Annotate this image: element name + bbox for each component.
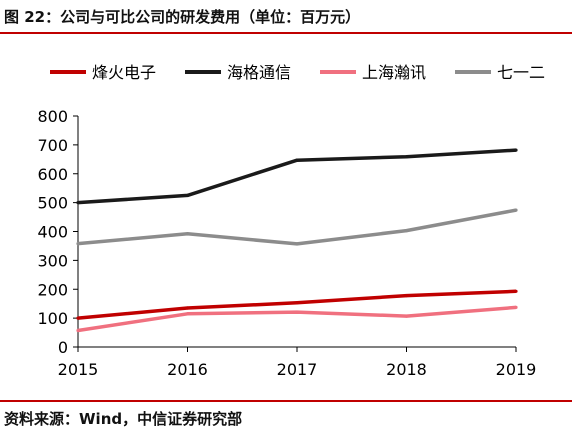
y-tick-label: 400	[37, 223, 68, 242]
x-tick-label: 2015	[58, 360, 99, 379]
data-point	[514, 289, 518, 293]
x-tick-label: 2018	[386, 360, 427, 379]
x-tick-label: 2016	[167, 360, 208, 379]
data-point	[295, 310, 299, 314]
data-point	[76, 316, 80, 320]
data-point	[76, 242, 80, 246]
data-point	[404, 229, 409, 233]
data-point	[404, 294, 409, 298]
y-tick-label: 300	[37, 251, 68, 270]
y-tick-label: 700	[37, 136, 68, 155]
series-line-2	[77, 148, 517, 205]
data-point	[295, 301, 299, 305]
data-point	[295, 158, 299, 162]
legend-label-3: 上海瀚讯	[362, 63, 426, 82]
chart-legend: 烽火电子 海格通信 上海瀚讯 七一二	[50, 63, 545, 82]
y-tick-label: 800	[37, 107, 68, 126]
data-point	[514, 305, 518, 309]
series-line-4	[77, 208, 517, 246]
chart-title: 图 22：公司与可比公司的研发费用（单位：百万元）	[4, 8, 361, 26]
y-tick-label: 200	[37, 280, 68, 299]
legend-label-1: 烽火电子	[92, 63, 156, 82]
chart-series-lines	[76, 148, 518, 333]
y-tick-label: 100	[37, 309, 68, 328]
data-point	[514, 148, 518, 152]
line-chart: 烽火电子 海格通信 上海瀚讯 七一二 0 100 200 300 400 500 600 700 80…	[37, 63, 545, 379]
chart-axes: 0 100 200 300 400 500 600 700 800 2015 2016 2017 201…	[37, 107, 536, 379]
data-point	[185, 306, 190, 310]
x-tick-label: 2017	[277, 360, 318, 379]
legend-label-2: 海格通信	[227, 63, 291, 82]
data-point	[404, 155, 409, 159]
data-point	[295, 242, 299, 246]
legend-label-4: 七一二	[497, 63, 545, 82]
data-point	[514, 208, 518, 212]
data-point	[185, 312, 190, 316]
y-tick-label: 0	[58, 338, 68, 357]
x-tick-label: 2019	[496, 360, 537, 379]
source-note: 资料来源：Wind，中信证券研究部	[4, 410, 243, 428]
data-point	[76, 201, 80, 205]
bottom-divider	[0, 400, 572, 402]
data-point	[185, 193, 190, 197]
data-point	[76, 328, 80, 333]
top-divider	[0, 32, 572, 34]
y-tick-label: 600	[37, 165, 68, 184]
data-point	[404, 314, 409, 318]
data-point	[185, 232, 190, 236]
y-tick-label: 500	[37, 194, 68, 213]
